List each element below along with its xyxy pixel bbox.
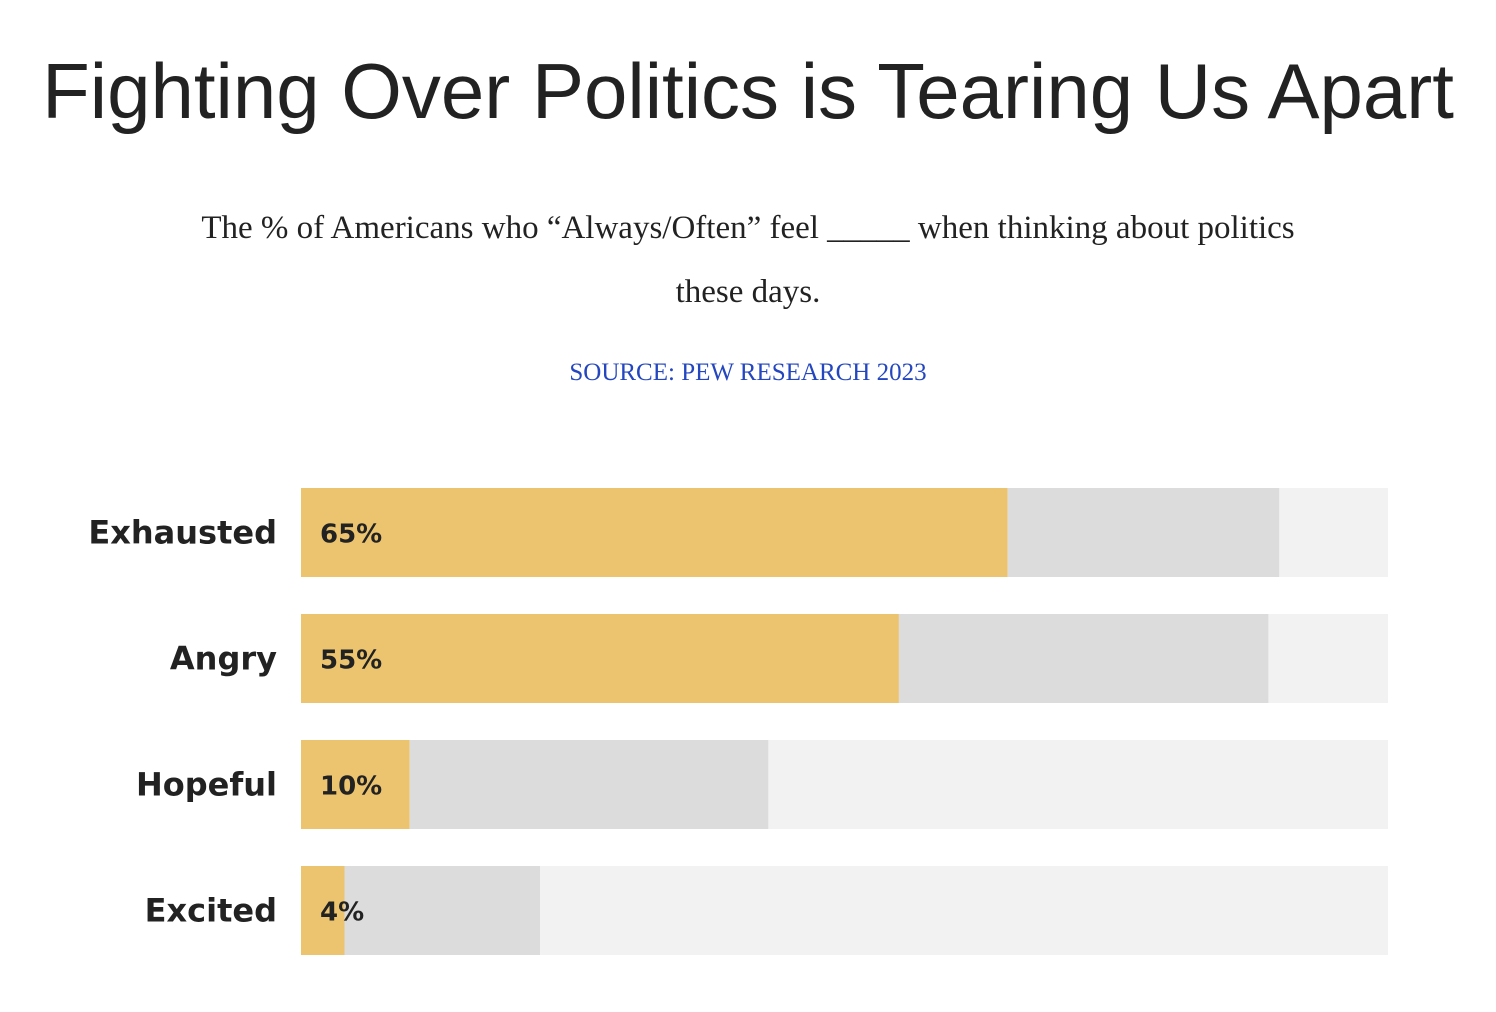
bar-exhausted-remainder (1279, 488, 1388, 577)
value-label-excited: 4% (320, 898, 364, 928)
bar-exhausted-sometimes (1007, 488, 1280, 577)
bar-hopeful-sometimes (409, 740, 769, 829)
bar-excited-always-often (301, 866, 345, 955)
bar-hopeful-remainder (768, 740, 1388, 829)
category-label-angry: Angry (170, 640, 277, 678)
value-label-hopeful: 10% (320, 772, 382, 802)
category-label-hopeful: Hopeful (136, 766, 277, 804)
bar-angry-sometimes (898, 614, 1269, 703)
bar-angry-remainder (1268, 614, 1388, 703)
value-label-angry: 55% (320, 646, 382, 676)
category-label-excited: Excited (145, 892, 277, 930)
category-label-exhausted: Exhausted (88, 514, 277, 552)
bar-excited-sometimes (344, 866, 541, 955)
bar-excited-remainder (540, 866, 1388, 955)
source-note: SOURCE: PEW RESEARCH 2023 (569, 359, 927, 386)
bar-exhausted-always-often (301, 488, 1008, 577)
value-label-exhausted: 65% (320, 520, 382, 550)
bar-hopeful-always-often (301, 740, 410, 829)
bar-angry-always-often (301, 614, 899, 703)
chart-title: Fighting Over Politics is Tearing Us Apa… (42, 47, 1454, 135)
chart-subtitle: The % of Americans who “Always/Often” fe… (201, 210, 1295, 310)
